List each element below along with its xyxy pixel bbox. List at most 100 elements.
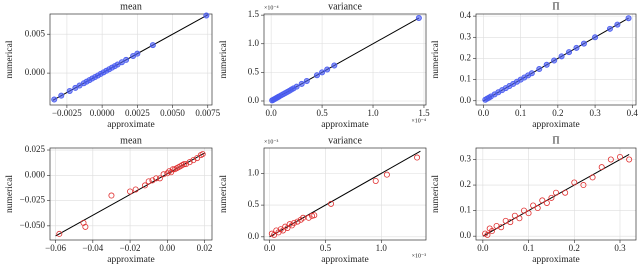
point [511, 212, 518, 219]
point [525, 210, 532, 217]
x-axis-label: approximate [532, 255, 579, 265]
point [291, 219, 298, 226]
x-offset-label: ×10⁻⁴ [411, 118, 426, 124]
point [169, 166, 176, 173]
x-tick-label: 0.02 [197, 243, 213, 253]
y-tick-label: 0.1 [460, 205, 471, 215]
x-tick-label: 0.1 [523, 243, 534, 253]
x-offset-label: ×10⁻³ [412, 253, 427, 259]
point [498, 224, 505, 231]
point [580, 40, 587, 47]
point [484, 231, 491, 238]
point [539, 197, 546, 204]
point [331, 62, 338, 69]
chart-title: Π [552, 1, 559, 12]
point [298, 80, 305, 87]
y-tick-label: 0.3 [460, 154, 472, 164]
point [303, 77, 310, 84]
point [66, 88, 73, 95]
point [507, 219, 514, 226]
point [598, 164, 605, 171]
x-tick-label: −0.06 [45, 243, 66, 253]
y-axis-label: numerical [5, 175, 15, 213]
point [536, 66, 543, 73]
point [589, 174, 596, 181]
y-axis-label: numerical [431, 40, 441, 78]
point [626, 156, 633, 163]
x-axis-label: approximate [107, 120, 154, 130]
point [562, 189, 569, 196]
point [160, 171, 167, 178]
point [553, 189, 560, 196]
y-tick-label: 0.000 [25, 169, 46, 179]
x-tick-label: 0.0050 [160, 108, 185, 118]
x-tick-label: 0.0 [264, 243, 276, 253]
point [132, 186, 139, 193]
y-tick-label: 0.4 [460, 10, 472, 20]
x-axis-label: approximate [321, 120, 368, 130]
plot-frame [475, 147, 637, 241]
point [415, 15, 422, 22]
chart-title: variance [328, 1, 362, 12]
y-tick-label: −0.050 [20, 220, 46, 230]
y-tick-label: 0.0 [460, 95, 472, 105]
point [203, 12, 210, 19]
y-axis-label: numerical [5, 40, 15, 78]
point [311, 212, 318, 219]
chart-title: mean [120, 1, 142, 12]
chart-title: mean [120, 135, 142, 146]
x-tick-label: 0.2 [569, 243, 580, 253]
x-tick-label: −0.04 [82, 243, 103, 253]
point [614, 21, 621, 28]
point [108, 192, 115, 199]
y-tick-label: 0.5 [248, 199, 260, 209]
y-tick-label: 0.2 [460, 53, 471, 63]
y-tick-label: 0.2 [460, 179, 471, 189]
y-axis-label: numerical [219, 175, 229, 213]
point [580, 182, 587, 189]
point [414, 154, 421, 161]
point [145, 178, 152, 185]
point [617, 153, 624, 160]
x-tick-label: 1.0 [367, 108, 379, 118]
y-tick-label: 0.3 [460, 31, 472, 41]
x-tick-label: 0.2 [552, 108, 563, 118]
point [543, 199, 550, 206]
y-tick-label: 1.5 [248, 9, 260, 19]
point [82, 223, 89, 230]
chart-title: variance [328, 135, 362, 146]
point [181, 161, 188, 168]
x-tick-label: −0.0025 [52, 108, 82, 118]
plot-frame [49, 13, 213, 106]
point [58, 92, 65, 99]
x-tick-label: 0.4 [627, 108, 639, 118]
chart-title: Π [552, 135, 559, 146]
y-tick-label: 0.005 [25, 28, 46, 38]
x-tick-label: 1.0 [376, 243, 388, 253]
point [168, 169, 175, 176]
point [153, 175, 160, 182]
point [528, 70, 535, 77]
y-tick-label: 1.0 [248, 38, 260, 48]
point [625, 15, 632, 22]
x-tick-label: 0.0025 [125, 108, 150, 118]
y-tick-label: −0.025 [20, 195, 46, 205]
y-tick-label: 0.0 [248, 231, 260, 241]
point [573, 44, 580, 51]
point [293, 83, 300, 90]
point [521, 207, 528, 214]
y-tick-label: 1.0 [248, 167, 260, 177]
x-tick-label: 0.0 [266, 108, 278, 118]
point [551, 57, 558, 64]
point [516, 215, 523, 222]
x-tick-label: 0.3 [614, 243, 626, 253]
y-tick-label: 0.5 [248, 66, 260, 76]
x-tick-label: 0.0 [478, 108, 490, 118]
y-axis-label: numerical [431, 175, 441, 213]
x-axis-label: approximate [532, 120, 579, 130]
y-tick-label: 0.0 [248, 95, 260, 105]
point [123, 56, 130, 63]
y-tick-label: 0.025 [25, 144, 46, 154]
